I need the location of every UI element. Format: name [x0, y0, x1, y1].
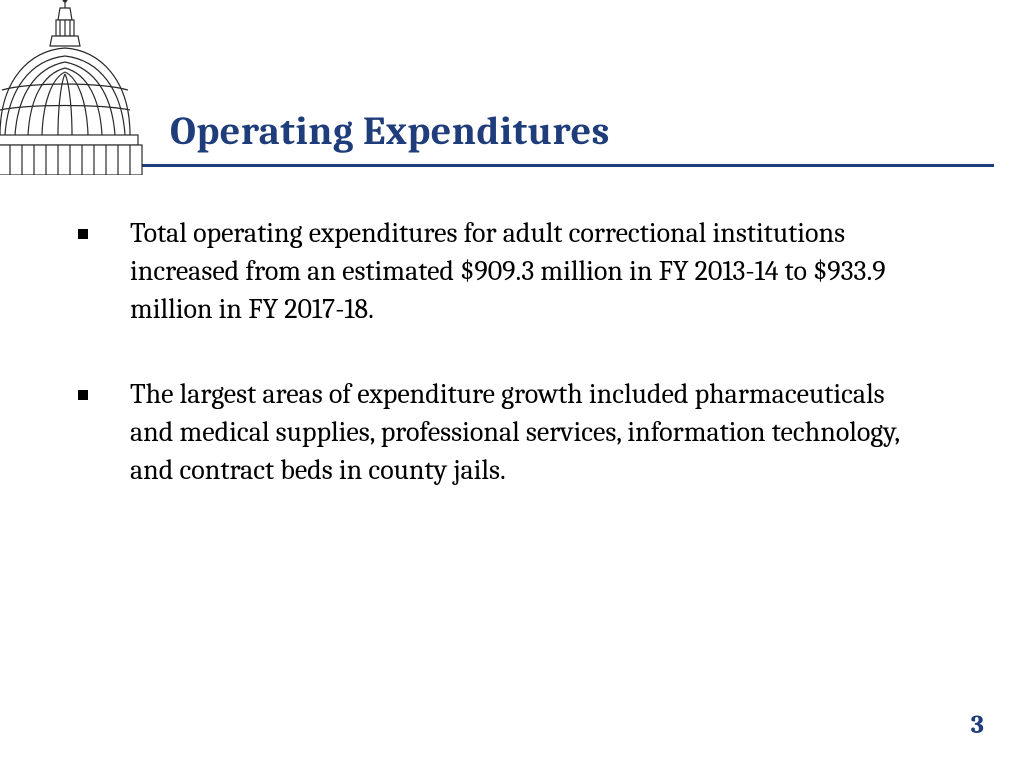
bullet-item: Total operating expenditures for adult c… — [70, 215, 904, 328]
slide-title-block: Operating Expenditures — [170, 108, 1024, 162]
capitol-dome-icon — [0, 0, 150, 175]
slide-content: Total operating expenditures for adult c… — [70, 215, 904, 538]
page-number: 3 — [971, 710, 984, 740]
bullet-item: The largest areas of expenditure growth … — [70, 376, 904, 489]
bullet-list: Total operating expenditures for adult c… — [70, 215, 904, 490]
slide-title: Operating Expenditures — [170, 108, 1024, 162]
